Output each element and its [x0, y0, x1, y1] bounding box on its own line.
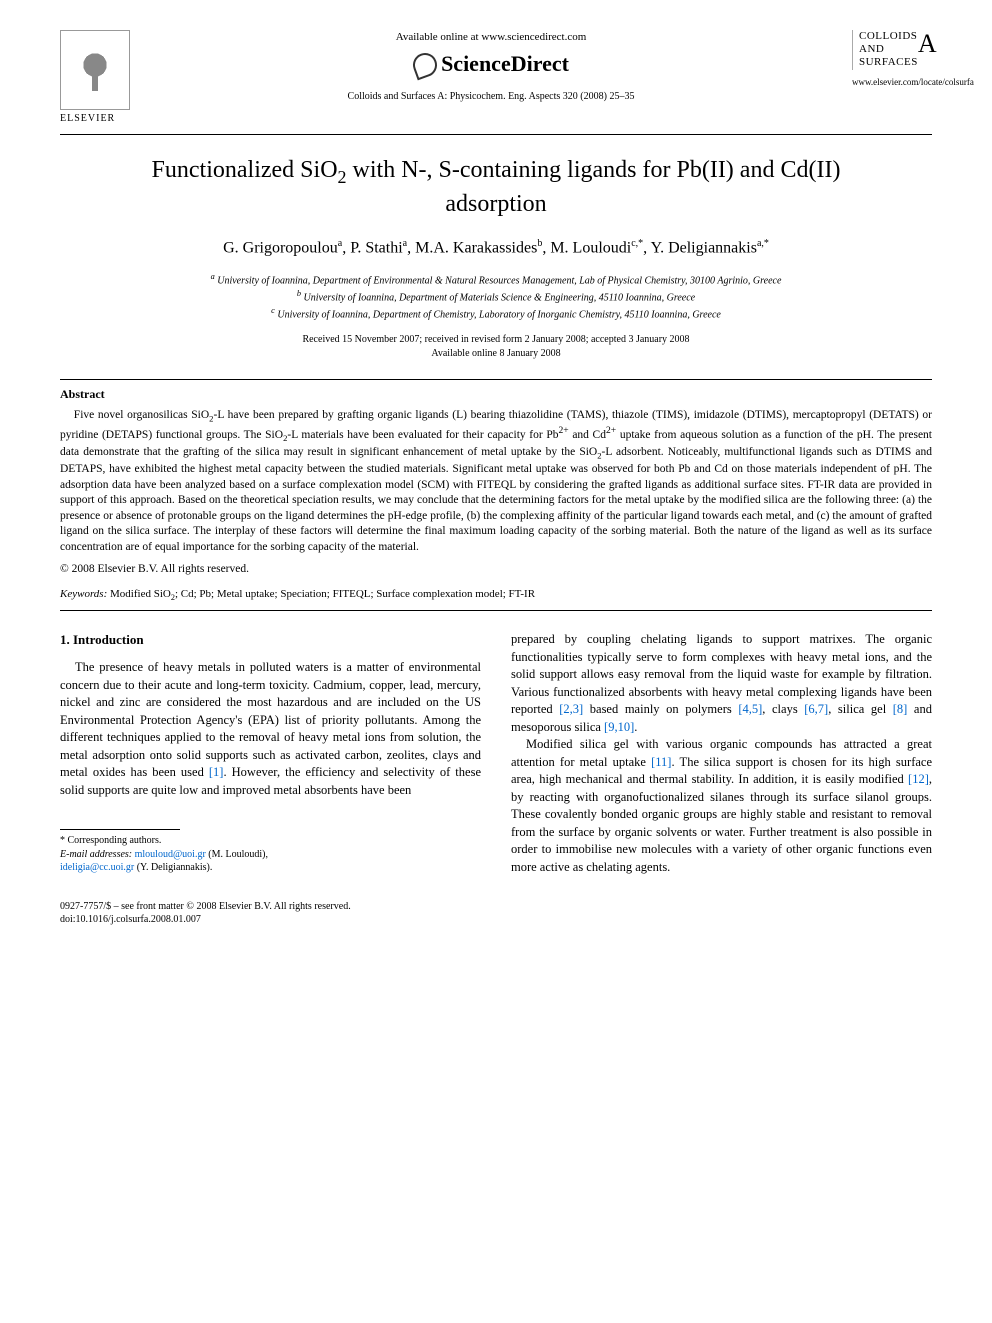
abstract-copyright: © 2008 Elsevier B.V. All rights reserved… — [60, 561, 932, 577]
column-right: prepared by coupling chelating ligands t… — [511, 631, 932, 876]
available-online-text: Available online at www.sciencedirect.co… — [130, 30, 852, 45]
elsevier-tree-icon — [60, 30, 130, 110]
abstract-heading: Abstract — [60, 386, 932, 403]
keywords-label: Keywords: — [60, 588, 107, 600]
journal-url[interactable]: www.elsevier.com/locate/colsurfa — [852, 76, 932, 89]
body-columns: 1. Introduction The presence of heavy me… — [60, 631, 932, 876]
email-line-2: ideligia@cc.uoi.gr (Y. Deligiannakis). — [60, 861, 481, 875]
keywords-line: Keywords: Modified SiO2; Cd; Pb; Metal u… — [60, 587, 932, 604]
abstract-top-rule — [60, 379, 932, 380]
center-header: Available online at www.sciencedirect.co… — [130, 30, 852, 104]
journal-cover-line2: AND — [859, 43, 918, 56]
elsevier-logo-block: ELSEVIER — [60, 30, 130, 126]
abstract-bottom-rule — [60, 610, 932, 611]
email-1[interactable]: mlouloud@uoi.gr — [135, 849, 206, 860]
article-dates: Received 15 November 2007; received in r… — [60, 333, 932, 361]
intro-para-1: The presence of heavy metals in polluted… — [60, 659, 481, 799]
journal-cover-title: COLLOIDS AND SURFACES — [852, 30, 918, 70]
abstract-body: Five novel organosilicas SiO2-L have bee… — [60, 408, 932, 555]
email-2[interactable]: ideligia@cc.uoi.gr — [60, 862, 134, 873]
publisher-name: ELSEVIER — [60, 112, 130, 126]
doi-line: doi:10.1016/j.colsurfa.2008.01.007 — [60, 913, 932, 926]
intro-para-2: Modified silica gel with various organic… — [511, 736, 932, 876]
corresponding-authors: * Corresponding authors. — [60, 834, 481, 848]
journal-cover-line1: COLLOIDS — [859, 30, 918, 43]
footnotes: * Corresponding authors. E-mail addresse… — [60, 834, 481, 875]
keywords-text: Modified SiO2; Cd; Pb; Metal uptake; Spe… — [110, 588, 535, 600]
section-1-heading: 1. Introduction — [60, 631, 481, 649]
header-row: ELSEVIER Available online at www.science… — [60, 30, 932, 126]
affiliation-b: b University of Ioannina, Department of … — [60, 288, 932, 305]
authors-list: G. Grigoropouloua, P. Stathia, M.A. Kara… — [60, 236, 932, 260]
journal-cover-letter: A — [918, 26, 941, 62]
footnote-rule — [60, 829, 180, 830]
journal-cover-line3: SURFACES — [859, 56, 918, 69]
page-footer: 0927-7757/$ – see front matter © 2008 El… — [60, 900, 932, 926]
issn-line: 0927-7757/$ – see front matter © 2008 El… — [60, 900, 932, 913]
dates-online: Available online 8 January 2008 — [60, 347, 932, 361]
header-rule — [60, 134, 932, 135]
affiliations: a University of Ioannina, Department of … — [60, 271, 932, 323]
dates-received: Received 15 November 2007; received in r… — [60, 333, 932, 347]
sciencedirect-swirl-icon — [410, 49, 441, 80]
column-left: 1. Introduction The presence of heavy me… — [60, 631, 481, 876]
journal-cover: COLLOIDS AND SURFACES A www.elsevier.com… — [852, 30, 932, 88]
journal-reference: Colloids and Surfaces A: Physicochem. En… — [130, 90, 852, 104]
sciencedirect-logo: ScienceDirect — [130, 49, 852, 80]
intro-para-1-cont: prepared by coupling chelating ligands t… — [511, 631, 932, 736]
email-label: E-mail addresses: — [60, 849, 132, 860]
article-title: Functionalized SiO2 with N-, S-containin… — [100, 155, 892, 220]
email-line: E-mail addresses: mlouloud@uoi.gr (M. Lo… — [60, 848, 481, 862]
email-1-name: (M. Louloudi), — [208, 849, 268, 860]
affiliation-c: c University of Ioannina, Department of … — [60, 305, 932, 322]
email-2-name: (Y. Deligiannakis). — [137, 862, 213, 873]
affiliation-a: a University of Ioannina, Department of … — [60, 271, 932, 288]
platform-name: ScienceDirect — [441, 49, 569, 80]
